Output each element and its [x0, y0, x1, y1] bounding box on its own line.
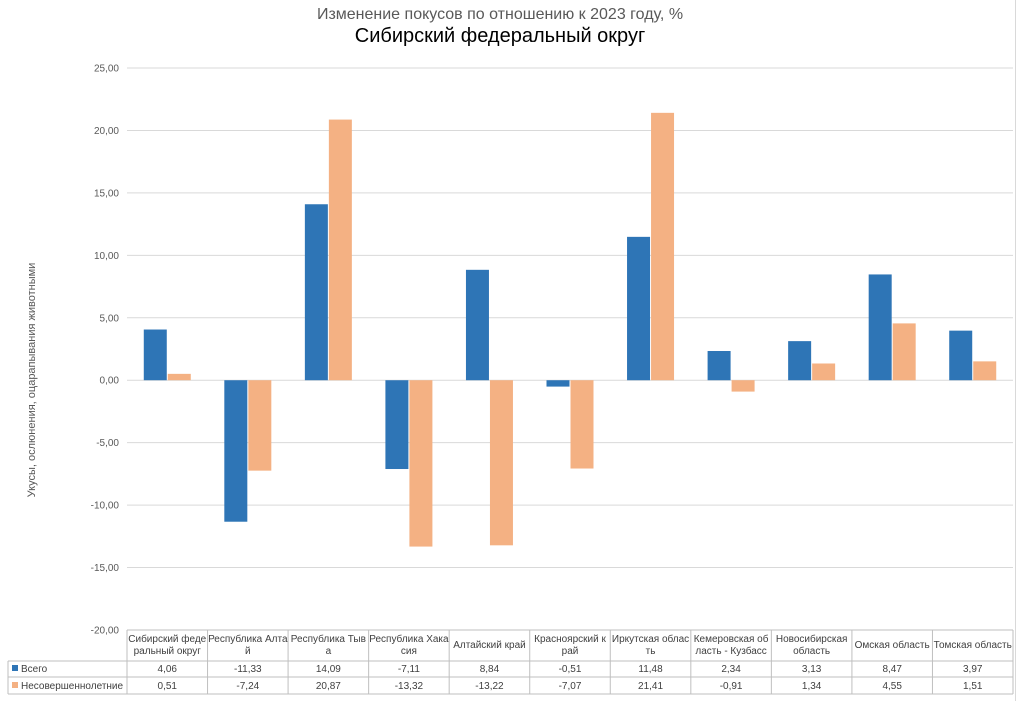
legend-label: Несовершеннолетние: [21, 681, 124, 692]
data-value: 1,51: [963, 681, 983, 692]
y-tick-label: 5,00: [100, 313, 120, 324]
y-tick-label: 15,00: [94, 188, 119, 199]
y-tick-label: 20,00: [94, 126, 119, 137]
data-value: -0,91: [720, 681, 743, 692]
category-label: й: [245, 646, 251, 657]
y-tick-label: -15,00: [91, 563, 120, 574]
category-label: а: [326, 646, 332, 657]
bar-nesovershennoletnie: [248, 380, 272, 471]
bar-nesovershennoletnie: [570, 380, 594, 469]
bar-nesovershennoletnie: [328, 119, 352, 381]
data-value: -11,33: [234, 664, 262, 675]
y-tick-label: -20,00: [91, 626, 120, 637]
data-value: 1,34: [802, 681, 822, 692]
chart-subtitle: Сибирский федеральный округ: [354, 25, 646, 47]
category-label: рай: [562, 646, 579, 657]
data-value: 3,97: [963, 664, 983, 675]
y-tick-label: 10,00: [94, 251, 119, 262]
bar-vsego: [143, 329, 167, 381]
data-value: 2,34: [721, 664, 741, 675]
data-value: -7,11: [398, 664, 420, 675]
category-label: Алтайский край: [453, 640, 526, 651]
category-label: Кемеровская об: [694, 633, 769, 645]
category-label: Сибирский феде: [128, 633, 206, 645]
y-tick-label: 25,00: [94, 64, 119, 75]
bar-nesovershennoletnie: [812, 363, 836, 381]
data-value: 20,87: [316, 681, 341, 692]
category-label: ть: [646, 646, 656, 657]
legend-label: Всего: [21, 664, 48, 675]
bar-vsego: [546, 380, 570, 387]
bar-vsego: [707, 350, 731, 381]
data-value: 21,41: [638, 681, 663, 692]
category-label: ральный округ: [134, 646, 202, 657]
bar-vsego: [465, 269, 489, 381]
chart-title: Изменение покусов по отношению к 2023 го…: [316, 6, 684, 23]
bar-vsego: [224, 380, 248, 522]
bar-nesovershennoletnie: [489, 380, 513, 546]
data-value: -7,24: [236, 681, 259, 692]
data-value: -13,22: [475, 681, 504, 692]
category-label: Иркутская облас: [612, 633, 689, 645]
category-label: Республика Алта: [208, 633, 288, 645]
bar-vsego: [385, 380, 409, 470]
category-label: область: [793, 645, 830, 657]
data-value: 11,48: [638, 664, 663, 675]
bar-nesovershennoletnie: [731, 380, 755, 392]
bar-nesovershennoletnie: [973, 361, 997, 381]
bar-vsego: [868, 274, 892, 381]
data-value: 0,51: [158, 681, 178, 692]
bar-vsego: [627, 236, 651, 381]
bar-vsego: [304, 204, 328, 381]
y-tick-label: 0,00: [100, 376, 120, 387]
bar-nesovershennoletnie: [892, 323, 916, 381]
data-value: -7,07: [559, 681, 582, 692]
data-value: 4,06: [158, 664, 178, 675]
data-value: 14,09: [316, 664, 341, 675]
data-value: 8,47: [882, 664, 902, 675]
bar-nesovershennoletnie: [167, 373, 191, 381]
y-tick-label: -10,00: [91, 501, 120, 512]
y-tick-label: -5,00: [96, 438, 119, 449]
category-label: Красноярский к: [534, 634, 606, 645]
bar-vsego: [788, 341, 812, 381]
data-value: -13,32: [395, 681, 424, 692]
data-value: 3,13: [802, 664, 822, 675]
data-value: 4,55: [882, 681, 902, 692]
category-label: Республика Тыв: [291, 633, 366, 645]
bar-nesovershennoletnie: [651, 112, 675, 381]
legend-key: [12, 665, 18, 671]
bar-vsego: [949, 330, 973, 381]
category-label: Республика Хака: [369, 633, 449, 645]
category-label: Новосибирская: [776, 633, 848, 645]
data-value: -0,51: [559, 664, 582, 675]
category-label: ласть - Кузбасс: [695, 645, 766, 657]
legend-key: [12, 682, 18, 688]
category-label: Томская область: [934, 639, 1012, 651]
category-label: сия: [401, 646, 417, 657]
category-label: Омская область: [855, 639, 930, 651]
data-value: 8,84: [480, 664, 500, 675]
bar-nesovershennoletnie: [409, 380, 433, 547]
